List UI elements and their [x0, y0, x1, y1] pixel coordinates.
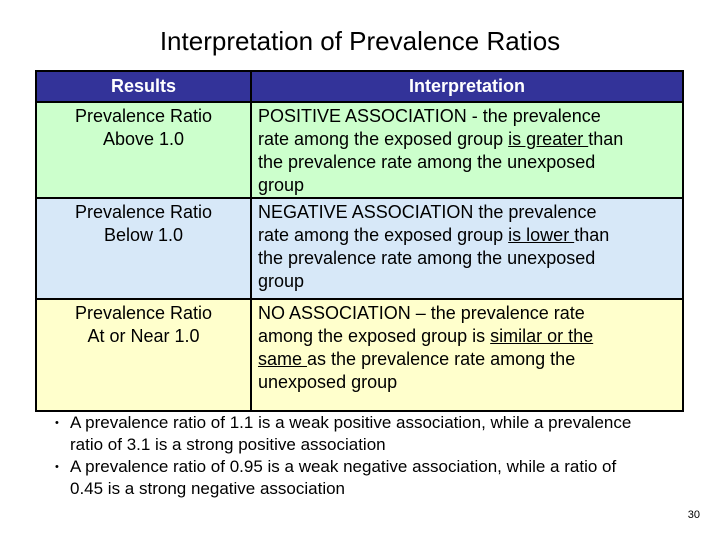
header-row: Results Interpretation: [35, 70, 684, 103]
list-item: • A prevalence ratio of 0.95 is a weak n…: [55, 456, 700, 500]
table-row: Prevalence Ratio Above 1.0 POSITIVE ASSOC…: [35, 101, 684, 199]
interpretation-cell: NEGATIVE ASSOCIATION the prevalence rate…: [250, 197, 684, 300]
table-body: Prevalence Ratio Above 1.0 POSITIVE ASSOC…: [35, 101, 684, 412]
prevalence-ratio-table: Results Interpretation Prevalence Ratio …: [35, 70, 684, 412]
slide-title: Interpretation of Prevalence Ratios: [159, 26, 561, 56]
interpretation-cell: POSITIVE ASSOCIATION - the prevalence ra…: [250, 101, 684, 199]
result-cell: Prevalence Ratio Above 1.0: [35, 101, 252, 199]
table-header: Results Interpretation: [35, 70, 684, 103]
underlined-text: similar or the same: [258, 326, 594, 369]
underlined-text: is greater: [508, 129, 589, 149]
list-item: • A prevalence ratio of 1.1 is a weak po…: [55, 412, 700, 456]
underlined-text: is lower: [508, 225, 575, 245]
table-row: Prevalence Ratio At or Near 1.0 NO ASSOCI…: [35, 298, 684, 412]
bullet-icon: •: [55, 461, 59, 473]
result-cell: Prevalence Ratio Below 1.0: [35, 197, 252, 300]
notes-list: • A prevalence ratio of 1.1 is a weak po…: [55, 412, 700, 500]
bullet-text: A prevalence ratio of 0.95 is a weak neg…: [70, 457, 617, 498]
page-number: 30: [687, 509, 700, 521]
bullet-text: A prevalence ratio of 1.1 is a weak posi…: [70, 413, 632, 454]
interpretation-column-header: Interpretation: [250, 70, 684, 103]
interpretation-cell: NO ASSOCIATION – the prevalence rate amo…: [250, 298, 684, 412]
result-cell: Prevalence Ratio At or Near 1.0: [35, 298, 252, 412]
table-row: Prevalence Ratio Below 1.0 NEGATIVE ASSOC…: [35, 197, 684, 300]
bullet-icon: •: [55, 417, 59, 429]
results-column-header: Results: [35, 70, 252, 103]
